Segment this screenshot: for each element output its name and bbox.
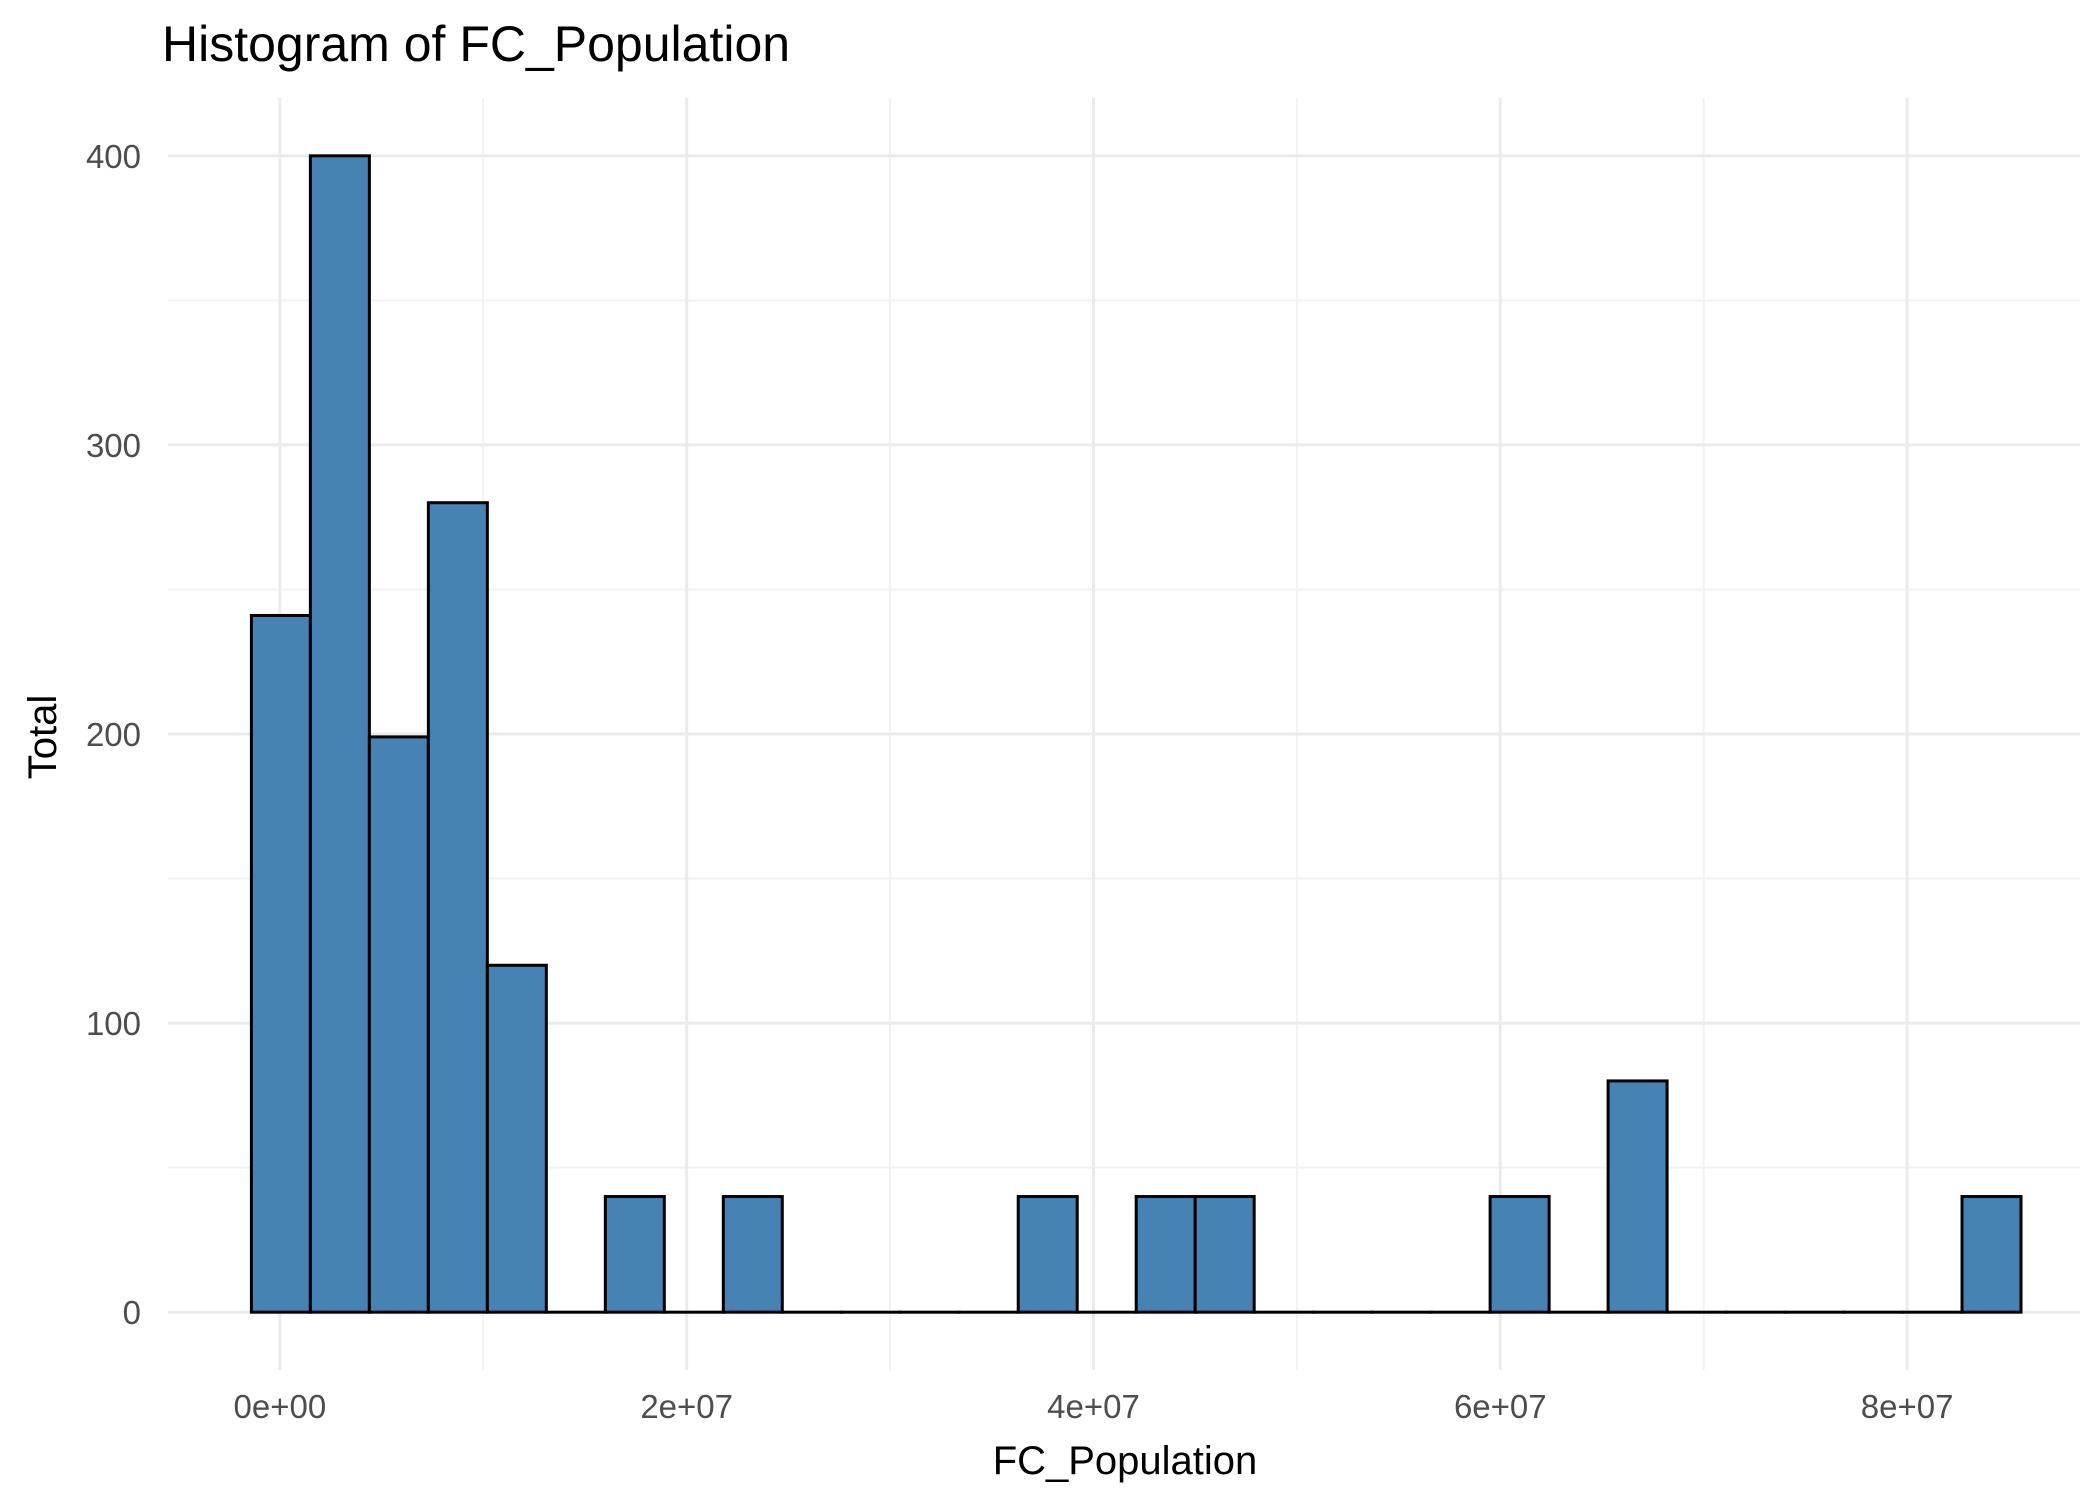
- y-tick-label: 100: [86, 1005, 141, 1042]
- y-tick-label: 200: [86, 716, 141, 753]
- x-tick-label: 4e+07: [1047, 1388, 1140, 1425]
- x-axis-ticks: 0e+00 2e+07 4e+07 6e+07 8e+07: [234, 1388, 1954, 1425]
- histogram-bar: [1193, 1195, 1256, 1314]
- histogram-bar: [1606, 1079, 1669, 1314]
- x-tick-label: 2e+07: [640, 1388, 733, 1425]
- x-tick-label: 0e+00: [234, 1388, 327, 1425]
- histogram-bar: [249, 613, 312, 1314]
- histogram-bar: [1016, 1195, 1079, 1314]
- histogram-bar: [1488, 1195, 1551, 1314]
- chart-title: Histogram of FC_Population: [162, 16, 790, 72]
- x-axis-title: FC_Population: [993, 1439, 1258, 1483]
- y-tick-label: 300: [86, 427, 141, 464]
- histogram-bar: [367, 735, 430, 1314]
- histogram-bar: [721, 1195, 784, 1314]
- histogram-bars: [249, 154, 2023, 1314]
- histogram-bar: [1134, 1195, 1197, 1314]
- x-tick-label: 8e+07: [1861, 1388, 1954, 1425]
- histogram-bar: [603, 1195, 666, 1314]
- y-tick-label: 400: [86, 138, 141, 175]
- y-axis-ticks: 0 100 200 300 400: [86, 138, 141, 1331]
- histogram-bar: [485, 963, 548, 1314]
- histogram-bar: [308, 154, 371, 1314]
- histogram-bar: [1960, 1195, 2023, 1314]
- y-tick-label: 0: [123, 1294, 141, 1331]
- histogram-bar: [426, 501, 489, 1314]
- y-axis-title: Total: [21, 695, 65, 780]
- x-tick-label: 6e+07: [1454, 1388, 1547, 1425]
